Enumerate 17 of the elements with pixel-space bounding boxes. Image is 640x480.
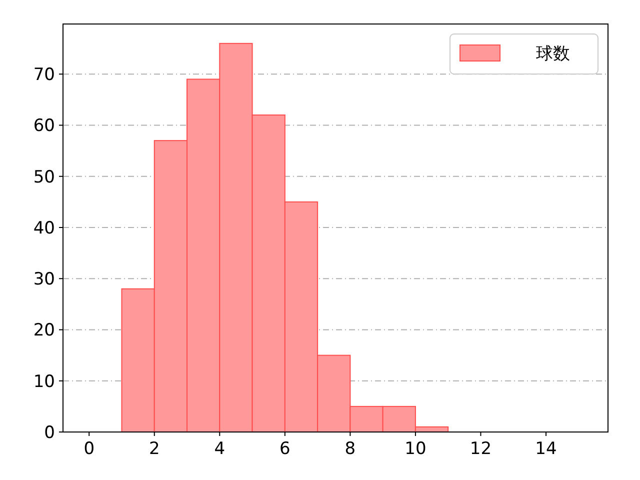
y-tick-label: 30 xyxy=(33,270,55,290)
x-tick-label: 14 xyxy=(535,439,557,459)
y-tick-label: 70 xyxy=(33,65,55,86)
y-tick-label: 40 xyxy=(33,218,55,238)
y-tick-label: 50 xyxy=(33,167,55,188)
x-tick-label: 4 xyxy=(214,439,226,459)
y-tick-label: 10 xyxy=(33,372,55,392)
y-tick-label: 20 xyxy=(33,320,55,341)
x-tick-label: 0 xyxy=(84,439,95,459)
x-tick-label: 10 xyxy=(404,439,426,459)
y-tick-label: 60 xyxy=(33,116,55,136)
legend-label: 球数 xyxy=(536,44,570,64)
x-tick-label: 8 xyxy=(344,439,356,459)
x-tick-label: 2 xyxy=(148,439,160,459)
x-tick-label: 6 xyxy=(280,439,290,459)
y-tick-label: 0 xyxy=(44,422,55,443)
x-tick-label: 12 xyxy=(470,439,492,459)
